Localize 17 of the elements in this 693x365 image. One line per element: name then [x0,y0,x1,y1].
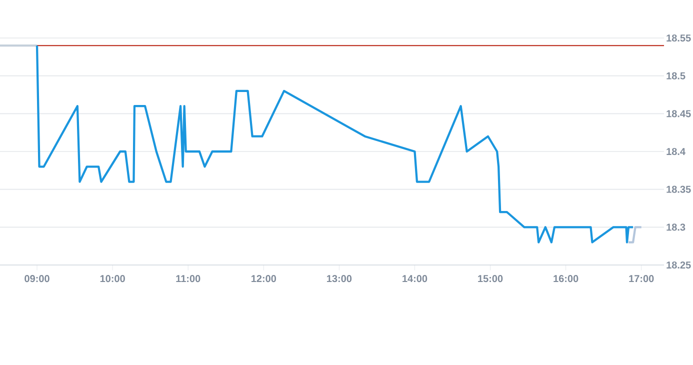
y-tick-label: 18.35 [666,186,691,193]
y-tick-label: 18.25 [666,261,691,269]
x-tick-label: 16:00 [554,275,578,282]
x-tick-label: 14:00 [402,275,428,282]
x-tick-label: 09:00 [24,275,50,282]
x-tick-label: 17:00 [629,275,654,282]
y-tick-label: 18.4 [666,148,686,156]
x-tick-label: 12:00 [251,275,276,282]
x-tick-label: 13:00 [327,275,352,282]
x-tick-label: 15:00 [478,275,503,282]
y-tick-label: 18.45 [666,110,691,118]
x-tick-label: 11:00 [176,275,200,282]
y-tick-label: 18.55 [666,34,691,42]
line-series [36,44,634,244]
x-tick-label: 10:00 [100,275,125,282]
y-tick-label: 18.3 [666,224,686,231]
y-tick-label: 18.5 [666,72,686,80]
